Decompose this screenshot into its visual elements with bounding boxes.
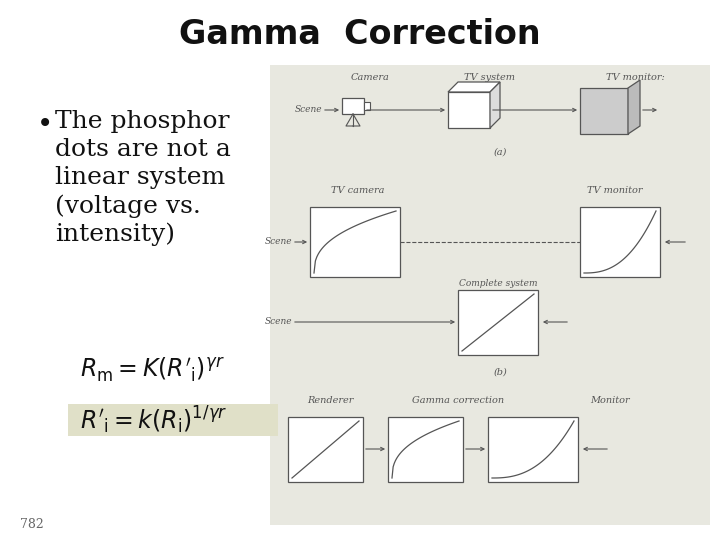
Bar: [270, 65, 710, 525]
Text: TV camera: TV camera: [331, 186, 384, 195]
Text: Complete system: Complete system: [459, 279, 537, 288]
Text: $R_{\mathrm{m}} = K(R'_{\mathrm{i}})^{\gamma r}$: $R_{\mathrm{m}} = K(R'_{\mathrm{i}})^{\g…: [80, 356, 225, 384]
Text: TV monitor:: TV monitor:: [606, 73, 665, 82]
Polygon shape: [490, 82, 500, 128]
Text: dots are not a: dots are not a: [55, 138, 231, 161]
Bar: [488, 417, 578, 482]
Text: The phosphor: The phosphor: [55, 110, 230, 133]
Bar: [448, 92, 490, 128]
Bar: [388, 417, 463, 482]
Text: linear system: linear system: [55, 166, 225, 189]
Bar: [310, 207, 400, 277]
Text: (voltage vs.: (voltage vs.: [55, 194, 201, 218]
Text: Scene: Scene: [294, 105, 322, 114]
Polygon shape: [628, 80, 640, 134]
Polygon shape: [448, 82, 500, 92]
Text: (a): (a): [493, 148, 507, 157]
Text: Scene: Scene: [264, 318, 292, 327]
Bar: [458, 290, 538, 355]
Bar: [580, 88, 628, 134]
Text: Gamma  Correction: Gamma Correction: [179, 18, 541, 51]
Text: Gamma correction: Gamma correction: [412, 396, 504, 405]
Text: (b): (b): [493, 368, 507, 377]
Text: •: •: [37, 112, 53, 139]
Text: $R'_{\mathrm{i}} = k(R_{\mathrm{i}})^{1/\gamma r}$: $R'_{\mathrm{i}} = k(R_{\mathrm{i}})^{1/…: [80, 404, 228, 436]
Text: Monitor: Monitor: [590, 396, 630, 405]
Text: TV monitor: TV monitor: [588, 186, 643, 195]
Text: Renderer: Renderer: [307, 396, 354, 405]
Text: 782: 782: [20, 518, 44, 531]
Text: Scene: Scene: [264, 238, 292, 246]
Text: Camera: Camera: [351, 73, 390, 82]
Text: intensity): intensity): [55, 222, 175, 246]
Bar: [288, 417, 363, 482]
FancyBboxPatch shape: [68, 404, 278, 436]
Bar: [364, 102, 370, 110]
Bar: [342, 98, 364, 114]
Text: TV system: TV system: [464, 73, 516, 82]
Bar: [580, 207, 660, 277]
